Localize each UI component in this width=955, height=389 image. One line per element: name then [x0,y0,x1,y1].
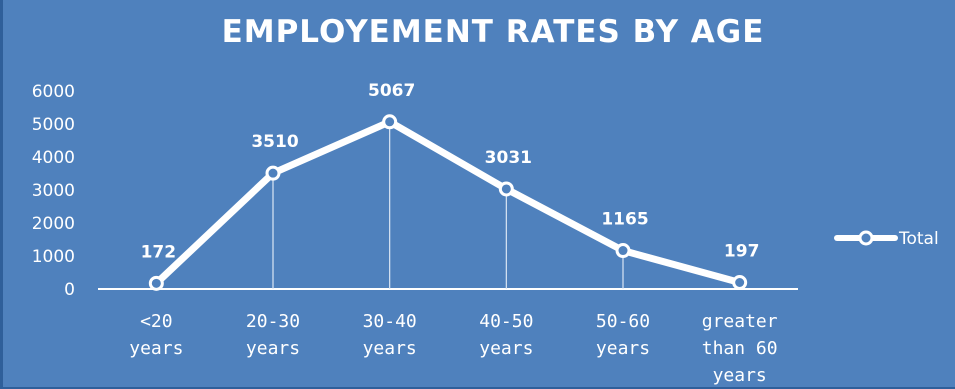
data-label: 5067 [368,81,415,101]
y-tick-label: 3000 [32,181,75,201]
data-label: 172 [141,242,177,262]
series-line-total [152,118,744,287]
legend-label-total: Total [898,229,939,249]
legend-marker-swatch [858,230,874,246]
line-chart: 0 1000 2000 3000 4000 5000 6000 <20 years 20-30 ye… [32,81,939,386]
data-point-marker [615,243,631,259]
data-label: 3031 [485,148,532,168]
data-point-marker [732,274,748,290]
data-point-marker [148,275,164,291]
data-label: 3510 [251,132,298,152]
x-tick-label: 40-50 years [479,311,533,359]
x-tick-label: <20 years [129,311,183,359]
data-label: 1165 [601,210,648,230]
y-tick-label: 5000 [32,115,75,135]
y-tick-label: 1000 [32,247,75,267]
x-tick-label: 20-30 years [246,311,300,359]
y-tick-label: 2000 [32,214,75,234]
x-tick-label: 50-60 years [596,311,650,359]
chart-title: EMPLOYEMENT RATES BY AGE [221,14,765,50]
data-point-marker [498,181,514,197]
data-point-marker [265,165,281,181]
data-label: 197 [724,241,760,261]
y-tick-label: 0 [64,280,75,300]
x-tick-label: greater than 60 years [702,311,778,386]
x-tick-label: 30-40 years [363,311,417,359]
y-tick-label: 6000 [32,82,75,102]
y-tick-label: 4000 [32,148,75,168]
data-point-marker [382,114,398,130]
